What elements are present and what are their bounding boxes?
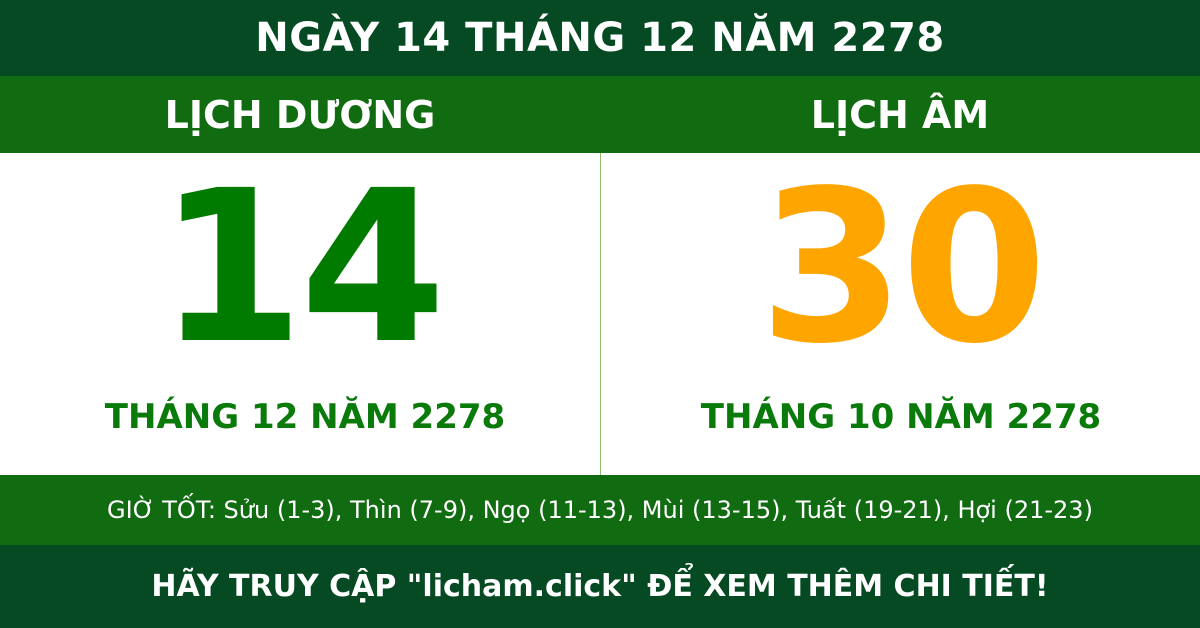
page-title: NGÀY 14 THÁNG 12 NĂM 2278 [255, 15, 945, 61]
good-hours-text: GIỜ TỐT: Sửu (1-3), Thìn (7-9), Ngọ (11-… [107, 496, 1093, 524]
lunar-panel: 30 THÁNG 10 NĂM 2278 [600, 153, 1200, 475]
calendar-body: 14 THÁNG 12 NĂM 2278 30 THÁNG 10 NĂM 227… [0, 153, 1200, 475]
lunar-day: 30 [758, 145, 1047, 390]
footer-text: HÃY TRUY CẬP "licham.click" ĐỂ XEM THÊM … [151, 569, 1049, 604]
footer-banner: HÃY TRUY CẬP "licham.click" ĐỂ XEM THÊM … [0, 545, 1200, 628]
solar-day: 14 [157, 145, 446, 390]
lunar-month-year: THÁNG 10 NĂM 2278 [700, 397, 1102, 437]
lunar-heading: LỊCH ÂM [810, 92, 990, 137]
solar-heading: LỊCH DƯƠNG [164, 92, 436, 137]
solar-month-year: THÁNG 12 NĂM 2278 [104, 397, 506, 437]
calendar-headings: LỊCH DƯƠNG LỊCH ÂM [0, 76, 1200, 153]
solar-panel: 14 THÁNG 12 NĂM 2278 [0, 153, 600, 475]
good-hours-banner: GIỜ TỐT: Sửu (1-3), Thìn (7-9), Ngọ (11-… [0, 475, 1200, 545]
title-banner: NGÀY 14 THÁNG 12 NĂM 2278 [0, 0, 1200, 76]
